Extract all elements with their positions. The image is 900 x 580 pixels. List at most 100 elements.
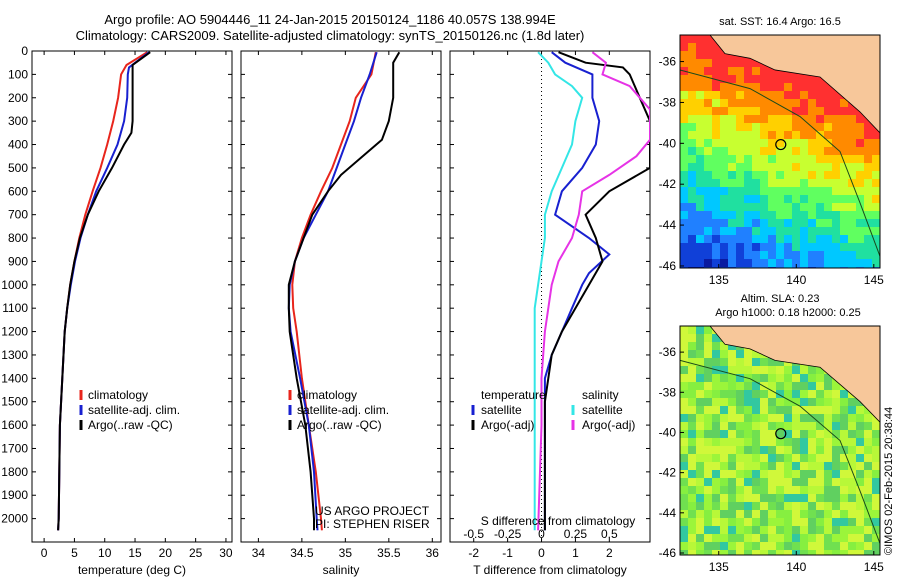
y-tick-label: 1600 [1,418,28,432]
y-tick-label: 0 [21,44,28,58]
legend-label: salinity [582,388,619,402]
x-tick-label: 35 [339,546,353,560]
x-axis-label: salinity [323,563,360,577]
x-tick-label: 36 [426,546,440,560]
y-tick-label: 1400 [1,371,28,385]
map-y-tick-label: -44 [659,218,677,232]
legend-label: Argo(..raw -QC) [88,418,173,432]
map-x-tick-label: 140 [786,273,806,287]
map-y-tick-label: -36 [659,345,677,359]
map-x-tick-label: 145 [864,273,884,287]
legend-label: Argo(-adj) [481,418,534,432]
x-tick-label: 34 [252,546,266,560]
series-line-differences-3 [537,51,650,531]
map-x-tick-label: 145 [864,560,884,574]
map-y-tick-label: -40 [659,425,677,439]
sst-map [679,34,881,269]
land-mass [709,35,880,134]
series-line-differences-0 [543,51,611,531]
map-x-tick-label: 135 [709,560,729,574]
top-x-tick-label: -0.5 [463,527,484,541]
project-annotation: PI: STEPHEN RISER [315,517,430,531]
sla-map-title-line1: Altim. SLA: 0.23 [741,293,820,305]
series-line-temperature-0 [57,51,148,531]
project-annotation: US ARGO PROJECT [315,504,430,518]
axes-frame-temperature [31,50,233,543]
top-x-tick-label: 0 [538,527,545,541]
legend-label: Argo(-adj) [582,418,635,432]
x-tick-label: 10 [98,546,112,560]
series-line-salinity-1 [287,51,378,531]
sla-map [679,325,881,556]
argo-location-marker [775,428,787,440]
y-tick-label: 1000 [1,278,28,292]
y-tick-label: 1300 [1,348,28,362]
credit-text: ©IMOS 02-Feb-2015 20:38:44 [883,406,895,555]
x-tick-label: 25 [189,546,203,560]
y-tick-label: 100 [8,67,28,81]
legend-label: climatology [88,388,148,402]
series-line-temperature-1 [57,51,150,531]
chart-title-line1: Argo profile: AO 5904446_11 24-Jan-2015 … [104,12,556,27]
axes-frame-differences [449,50,651,543]
map-y-tick-label: -38 [659,385,677,399]
map-x-tick-label: 135 [709,273,729,287]
y-tick-label: 400 [8,138,28,152]
x-tick-label: -2 [468,546,479,560]
top-x-tick-label: 0.25 [564,527,588,541]
legend-label: Argo(..raw -QC) [297,418,382,432]
y-tick-label: 1900 [1,488,28,502]
top-x-axis-label: S difference from climatology [481,514,636,528]
y-tick-label: 200 [8,91,28,105]
map-y-tick-label: -40 [659,136,677,150]
x-tick-label: 15 [128,546,142,560]
x-tick-label: 2 [606,546,613,560]
bathymetry-contour [680,69,880,257]
y-tick-label: 700 [8,208,28,222]
y-tick-label: 600 [8,184,28,198]
map-y-tick-label: -36 [659,55,677,69]
plot-panel-salinity [240,50,442,543]
x-tick-label: 0 [41,546,48,560]
plot-panel-temperature [31,50,233,543]
series-line-differences-2 [533,51,584,531]
x-axis-label: temperature (deg C) [78,563,186,577]
axes-frame-salinity [240,50,442,543]
y-tick-label: 1500 [1,395,28,409]
plot-panel-differences [449,50,651,543]
x-tick-label: 0 [538,546,545,560]
bathymetry-contour [680,359,880,544]
x-axis-label: T difference from climatology [473,563,627,577]
map-frame [679,34,881,269]
top-x-tick-label: -0.25 [494,527,522,541]
map-x-tick-label: 140 [786,560,806,574]
legend-label: satellite [481,403,522,417]
legend-label: satellite-adj. clim. [88,403,180,417]
legend-label: temperature [481,388,546,402]
map-y-tick-label: -42 [659,177,677,191]
sst-map-title: sat. SST: 16.4 Argo: 16.5 [719,16,841,28]
x-tick-label: 35.5 [377,546,401,560]
x-tick-label: -1 [502,546,513,560]
map-y-tick-label: -38 [659,95,677,109]
series-line-temperature-2 [57,51,151,531]
map-y-tick-label: -42 [659,466,677,480]
map-y-tick-label: -44 [659,506,677,520]
x-tick-label: 30 [219,546,233,560]
argo-location-marker [775,138,787,151]
y-tick-label: 1800 [1,465,28,479]
x-tick-label: 34.5 [290,546,314,560]
series-line-salinity-0 [291,52,377,531]
x-tick-label: 1 [572,546,579,560]
legend-label: satellite [582,403,623,417]
y-tick-label: 2000 [1,512,28,526]
sla-map-title-line2: Argo h1000: 0.18 h2000: 0.25 [715,307,861,319]
top-x-tick-label: 0.5 [601,527,618,541]
legend-label: satellite-adj. clim. [297,403,389,417]
series-line-salinity-2 [287,51,401,531]
map-y-tick-label: -46 [659,546,677,560]
series-line-differences-1 [543,51,650,531]
y-tick-label: 1100 [2,301,28,315]
y-tick-label: 500 [8,161,28,175]
